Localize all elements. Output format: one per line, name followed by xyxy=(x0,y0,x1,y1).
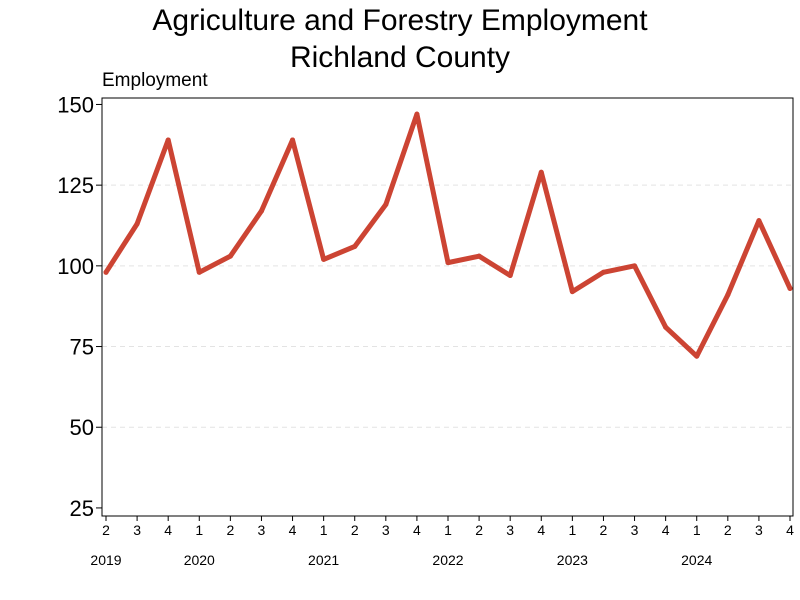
x-tick-label: 4 xyxy=(786,522,794,538)
x-year-label: 2019 xyxy=(90,552,121,568)
gridlines xyxy=(102,184,793,428)
data-point xyxy=(258,208,264,214)
y-tick-label: 100 xyxy=(57,254,94,279)
x-tick-label: 4 xyxy=(289,522,297,538)
y-tick-label: 125 xyxy=(57,173,94,198)
x-year-label: 2021 xyxy=(308,552,339,568)
x-tick-label: 2 xyxy=(475,522,483,538)
x-year-label: 2020 xyxy=(184,552,215,568)
data-point xyxy=(632,263,638,269)
x-tick-label: 1 xyxy=(444,522,452,538)
data-point xyxy=(321,256,327,262)
x-tick-label: 2 xyxy=(724,522,732,538)
y-tick-label: 50 xyxy=(70,415,94,440)
data-point xyxy=(507,273,513,279)
y-tick-label: 25 xyxy=(70,496,94,521)
x-tick-label: 3 xyxy=(755,522,763,538)
y-tick-label: 75 xyxy=(70,335,94,360)
x-tick-label: 1 xyxy=(693,522,701,538)
chart-title-line-2: Richland County xyxy=(290,41,510,74)
x-tick-label: 2 xyxy=(600,522,608,538)
x-tick-label: 2 xyxy=(226,522,234,538)
chart-title-line-1: Agriculture and Forestry Employment xyxy=(152,4,648,37)
data-point xyxy=(103,269,109,275)
data-point xyxy=(196,269,202,275)
series-line xyxy=(103,111,793,359)
x-year-label: 2022 xyxy=(432,552,463,568)
data-point xyxy=(290,137,296,143)
x-tick-label: 4 xyxy=(537,522,545,538)
x-tick-label: 3 xyxy=(382,522,390,538)
data-point xyxy=(600,269,606,275)
data-point xyxy=(445,260,451,266)
series-layer xyxy=(103,111,793,359)
data-point xyxy=(414,111,420,117)
y-tick-label: 150 xyxy=(57,92,94,117)
y-axis: 25 50 75 100 125 150 xyxy=(57,92,102,521)
data-point xyxy=(725,292,731,298)
x-tick-label: 4 xyxy=(662,522,670,538)
x-tick-label: 4 xyxy=(413,522,421,538)
x-axis: 2 3 4 1 2 3 4 1 2 3 4 1 2 3 4 1 2 3 4 1 2 3 4 2019 2020 2021 2022 2… xyxy=(90,516,794,568)
x-year-label: 2024 xyxy=(681,552,712,568)
data-point xyxy=(134,221,140,227)
x-year-label: 2023 xyxy=(557,552,588,568)
x-tick-label: 3 xyxy=(133,522,141,538)
x-tick-label: 1 xyxy=(320,522,328,538)
data-point xyxy=(383,202,389,208)
data-point xyxy=(352,243,358,249)
data-point xyxy=(165,137,171,143)
data-point xyxy=(476,253,482,259)
data-point xyxy=(787,285,793,291)
x-tick-label: 2 xyxy=(351,522,359,538)
x-tick-label: 4 xyxy=(164,522,172,538)
x-tick-label: 3 xyxy=(631,522,639,538)
data-point xyxy=(756,218,762,224)
x-tick-label: 1 xyxy=(195,522,203,538)
data-point xyxy=(227,253,233,259)
data-point xyxy=(694,353,700,359)
plot-frame xyxy=(101,97,794,517)
data-point xyxy=(569,289,575,295)
x-tick-label: 3 xyxy=(258,522,266,538)
data-point xyxy=(538,169,544,175)
data-point xyxy=(663,324,669,330)
x-tick-label: 2 xyxy=(102,522,110,538)
x-tick-label: 3 xyxy=(506,522,514,538)
y-axis-label: Employment xyxy=(102,70,208,91)
x-tick-label: 1 xyxy=(568,522,576,538)
